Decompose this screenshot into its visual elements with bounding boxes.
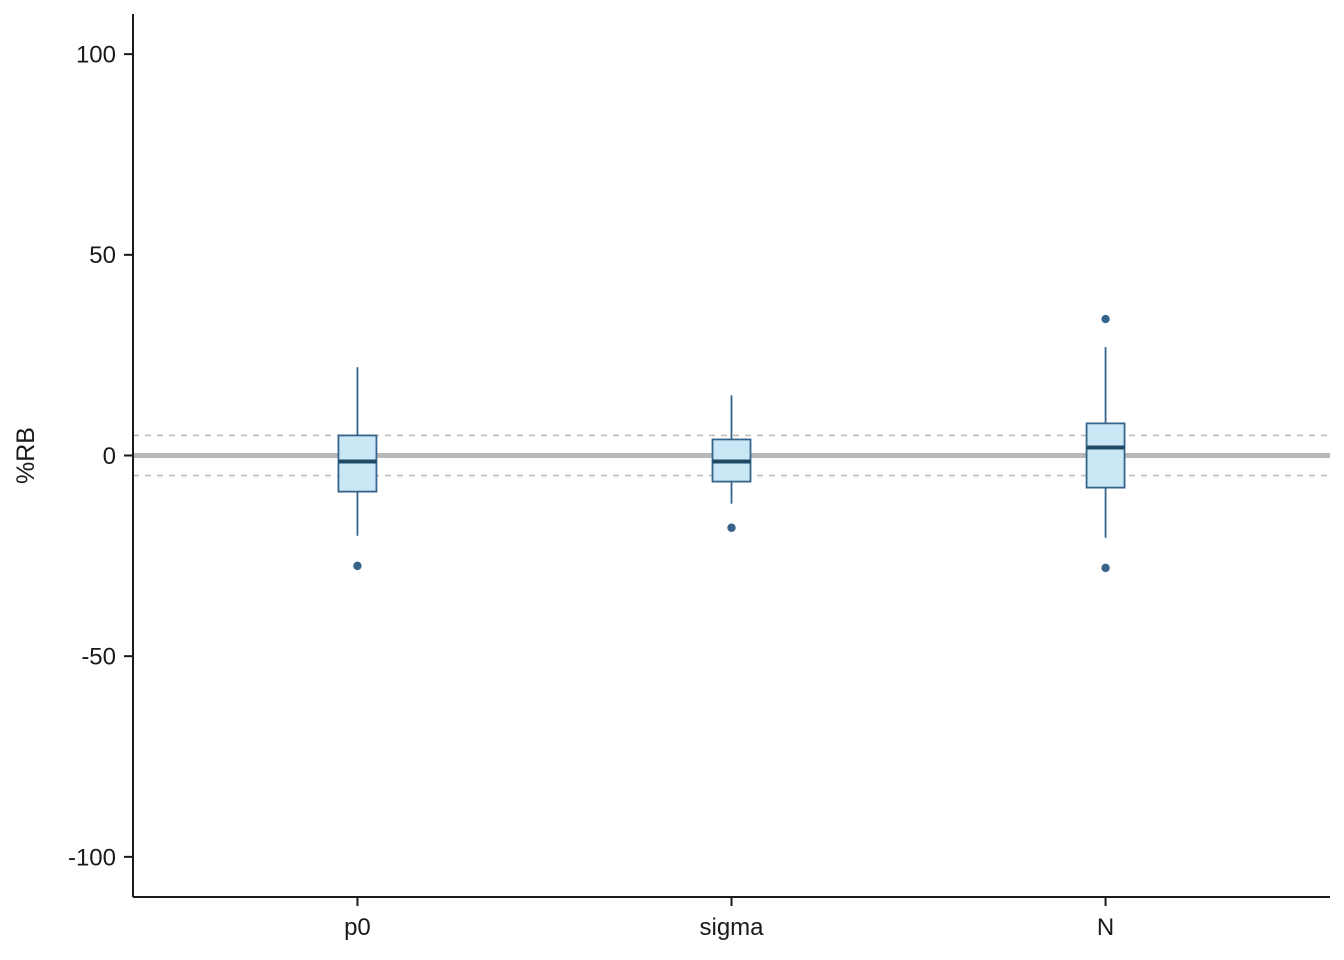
x-tick-label: N — [1097, 914, 1114, 941]
y-tick-label: -100 — [68, 844, 116, 871]
boxplot-sigma — [711, 395, 752, 532]
x-tick-label: sigma — [699, 914, 764, 941]
y-tick-label: 100 — [76, 42, 116, 69]
boxplot-p0 — [337, 367, 378, 571]
outlier-point — [353, 561, 362, 571]
y-axis-title: %RB — [12, 427, 40, 484]
outlier-point — [1101, 563, 1110, 573]
box-rect — [337, 434, 378, 493]
y-tick-label: 0 — [103, 443, 116, 470]
y-tick-label: 50 — [89, 242, 116, 269]
y-tick-label: -50 — [81, 644, 116, 671]
boxplot-N — [1085, 314, 1126, 573]
outlier-point — [727, 523, 736, 532]
outlier-point — [1101, 314, 1110, 324]
x-tick-label: p0 — [344, 914, 371, 941]
box-rect — [1085, 422, 1126, 489]
